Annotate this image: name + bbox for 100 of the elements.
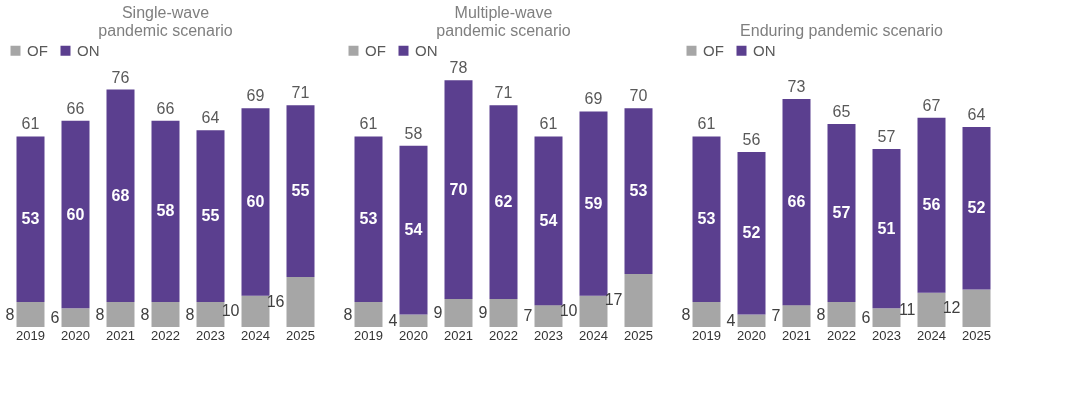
- total-label: 66: [156, 99, 175, 117]
- bar: [399, 314, 428, 327]
- data-label: 8: [185, 305, 195, 323]
- bar: [489, 298, 518, 327]
- x-tick-label: 2019: [16, 327, 45, 343]
- chart-title: Enduring pandemic scenario: [740, 22, 943, 39]
- bar: [489, 105, 518, 299]
- total-label: 61: [697, 115, 716, 133]
- total-label: 71: [494, 84, 513, 102]
- bar: [61, 308, 90, 327]
- data-label: 9: [478, 303, 488, 321]
- data-label: 60: [66, 205, 85, 223]
- data-label: 52: [742, 224, 761, 242]
- bar: [827, 123, 856, 302]
- x-tick-label: 2023: [534, 327, 563, 343]
- x-tick-label: 2024: [917, 327, 946, 343]
- data-label: 8: [5, 305, 15, 323]
- bar: [106, 302, 135, 327]
- data-label: 11: [898, 300, 916, 318]
- bar: [917, 117, 946, 293]
- data-label: 57: [832, 203, 851, 221]
- bar: [872, 308, 901, 327]
- bar: [872, 148, 901, 309]
- bar: [579, 295, 608, 327]
- total-label: 64: [967, 106, 986, 123]
- total-label: 78: [449, 59, 468, 77]
- legend-label: ON: [753, 41, 776, 59]
- chart-title: Single-wave pandemic scenario: [98, 4, 233, 39]
- bar: [737, 152, 766, 315]
- x-tick-label: 2021: [782, 327, 811, 343]
- data-label: 8: [343, 305, 353, 323]
- data-label: 70: [449, 180, 468, 198]
- data-label: 52: [967, 199, 986, 217]
- bar: [692, 136, 721, 302]
- bar: [241, 108, 270, 296]
- data-label: 8: [140, 305, 150, 323]
- legend-label: OF: [27, 41, 48, 59]
- legend-label: ON: [415, 41, 438, 59]
- bar: [444, 80, 473, 299]
- data-label: 6: [50, 308, 60, 326]
- data-label: 4: [726, 311, 736, 329]
- bar: [579, 111, 608, 296]
- total-label: 56: [742, 131, 761, 148]
- data-label: 60: [246, 193, 265, 210]
- data-label: 58: [156, 202, 175, 220]
- x-tick-label: 2022: [151, 327, 180, 343]
- data-label: 53: [359, 210, 378, 228]
- data-label: 66: [787, 193, 806, 210]
- data-label: 10: [559, 302, 578, 320]
- data-label: 17: [604, 291, 623, 309]
- x-tick-label: 2024: [241, 327, 270, 343]
- bar: [354, 136, 383, 302]
- total-label: 61: [21, 115, 40, 133]
- x-tick-label: 2023: [872, 327, 901, 343]
- data-label: 8: [681, 305, 691, 323]
- x-tick-label: 2024: [579, 327, 608, 343]
- total-label: 61: [359, 115, 378, 133]
- data-label: 7: [523, 307, 533, 325]
- bar: [624, 273, 653, 327]
- data-label: 8: [95, 305, 105, 323]
- x-tick-label: 2022: [827, 327, 856, 343]
- chart-title: Multiple-wave pandemic scenario: [436, 4, 571, 39]
- total-label: 61: [539, 115, 558, 133]
- data-label: 9: [433, 303, 443, 321]
- bar: [962, 127, 991, 290]
- total-label: 69: [246, 87, 265, 105]
- bar: [399, 145, 428, 315]
- total-label: 57: [877, 127, 896, 145]
- x-tick-label: 2020: [399, 327, 428, 343]
- data-label: 7: [771, 307, 781, 325]
- bar: [196, 130, 225, 302]
- legend-label: ON: [77, 41, 100, 59]
- total-label: 64: [201, 109, 220, 127]
- bar: [286, 105, 315, 277]
- data-label: 10: [221, 302, 240, 320]
- bar: [196, 302, 225, 327]
- x-tick-label: 2019: [354, 327, 383, 343]
- bar: [151, 302, 180, 327]
- bar: [624, 108, 653, 274]
- x-tick-label: 2025: [624, 327, 653, 343]
- bar: [962, 289, 991, 327]
- total-label: 65: [832, 102, 851, 120]
- bar: [16, 136, 45, 302]
- total-label: 71: [291, 84, 310, 102]
- data-label: 54: [539, 211, 558, 229]
- x-tick-label: 2020: [61, 327, 90, 343]
- total-label: 70: [629, 87, 648, 105]
- total-label: 66: [66, 99, 85, 117]
- x-tick-label: 2023: [196, 327, 225, 343]
- data-label: 55: [291, 182, 310, 200]
- data-label: 51: [877, 219, 896, 237]
- x-tick-label: 2025: [286, 327, 315, 343]
- bar: [534, 305, 563, 327]
- bar: [534, 136, 563, 306]
- bar: [737, 314, 766, 327]
- x-tick-label: 2021: [444, 327, 473, 343]
- bar: [241, 295, 270, 327]
- x-tick-label: 2025: [962, 327, 991, 343]
- data-label: 53: [629, 182, 648, 200]
- bar: [444, 298, 473, 327]
